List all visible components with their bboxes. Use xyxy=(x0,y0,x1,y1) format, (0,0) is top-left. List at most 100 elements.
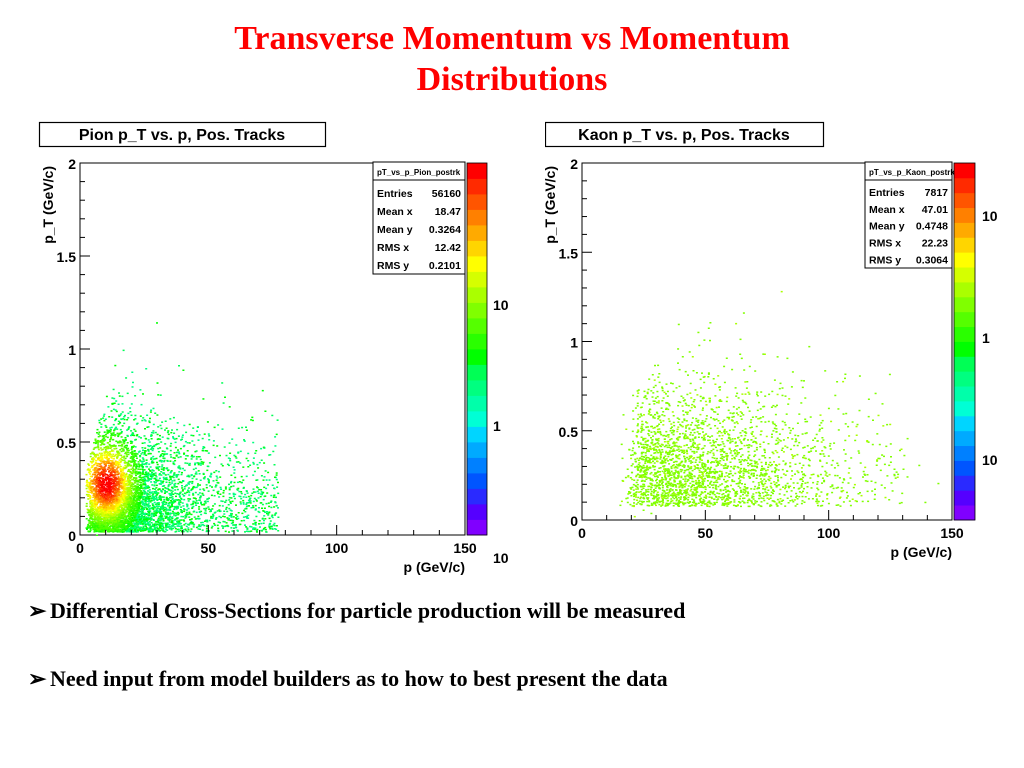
heatmap-cell xyxy=(107,490,110,493)
heatmap-cell xyxy=(167,469,169,472)
heatmap-cell xyxy=(107,454,109,457)
heatmap-cell xyxy=(95,453,97,456)
heatmap-cell xyxy=(128,492,131,494)
heatmap-cell xyxy=(126,449,129,452)
heatmap-cell xyxy=(117,510,120,513)
heatmap-cell xyxy=(90,517,93,520)
heatmap-cell xyxy=(117,403,120,405)
heatmap-cell xyxy=(149,501,152,503)
heatmap-cell xyxy=(109,474,112,476)
heatmap-cell xyxy=(143,514,146,516)
heatmap-cell xyxy=(176,428,179,431)
heatmap-cell xyxy=(156,502,159,504)
heatmap-cell xyxy=(118,459,121,461)
heatmap-cell xyxy=(159,455,162,458)
heatmap-cell xyxy=(186,462,189,465)
heatmap-cell xyxy=(100,449,103,451)
heatmap-cell xyxy=(165,481,168,483)
heatmap-cell xyxy=(111,505,114,507)
heatmap-cell xyxy=(107,513,110,515)
heatmap-cell xyxy=(141,506,144,508)
heatmap-cell xyxy=(254,527,257,529)
heatmap-cell xyxy=(159,508,162,510)
heatmap-cell xyxy=(161,518,164,520)
heatmap-cell xyxy=(143,453,146,455)
heatmap-cell xyxy=(177,505,180,508)
heatmap-cell xyxy=(123,441,126,443)
heatmap-cell xyxy=(142,449,144,451)
heatmap-cell xyxy=(128,525,131,528)
heatmap-cell xyxy=(152,473,155,476)
heatmap-cell xyxy=(93,482,96,484)
heatmap-cell xyxy=(196,462,199,464)
heatmap-cell xyxy=(208,435,211,437)
heatmap-cell xyxy=(126,464,129,466)
heatmap-cell xyxy=(174,446,177,449)
heatmap-cell xyxy=(119,469,122,471)
heatmap-cell xyxy=(143,493,146,495)
heatmap-cell xyxy=(123,518,126,520)
heatmap-cell xyxy=(120,477,123,480)
heatmap-cell xyxy=(109,515,112,518)
heatmap-cell xyxy=(137,514,140,517)
heatmap-cell xyxy=(113,489,116,492)
heatmap-cell xyxy=(99,444,102,446)
heatmap-cell xyxy=(108,483,111,486)
heatmap-cell xyxy=(234,524,237,527)
heatmap-cell xyxy=(93,447,96,449)
heatmap-cell xyxy=(90,488,93,491)
heatmap-cell xyxy=(161,485,164,487)
heatmap-cell xyxy=(212,515,215,518)
heatmap-cell xyxy=(214,524,216,526)
heatmap-cell xyxy=(132,432,135,435)
heatmap-cell xyxy=(143,460,146,462)
heatmap-cell xyxy=(164,506,167,509)
heatmap-cell xyxy=(150,522,153,524)
heatmap-cell xyxy=(134,446,137,448)
heatmap-cell xyxy=(142,513,145,515)
heatmap-cell xyxy=(99,492,102,495)
heatmap-cell xyxy=(110,463,113,466)
heatmap-cell xyxy=(102,502,105,504)
heatmap-cell xyxy=(162,530,165,532)
heatmap-cell xyxy=(237,517,240,520)
heatmap-cell xyxy=(139,474,142,477)
heatmap-cell xyxy=(109,507,112,509)
heatmap-cell xyxy=(232,524,235,526)
heatmap-cell xyxy=(99,521,102,524)
heatmap-cell xyxy=(268,517,271,520)
heatmap-cell xyxy=(106,468,109,471)
heatmap-cell xyxy=(152,493,155,495)
heatmap-cell xyxy=(224,488,227,490)
heatmap-cell xyxy=(104,433,107,436)
heatmap-cell xyxy=(150,507,153,509)
heatmap-cell xyxy=(99,496,102,498)
heatmap-cell xyxy=(171,504,173,506)
heatmap-cell xyxy=(90,480,93,482)
heatmap-cell xyxy=(170,431,173,434)
heatmap-cell xyxy=(252,461,255,464)
heatmap-cell xyxy=(118,490,121,492)
heatmap-cell xyxy=(121,468,124,470)
heatmap-cell xyxy=(110,490,113,492)
heatmap-cell xyxy=(106,429,109,431)
heatmap-cell xyxy=(95,459,98,462)
heatmap-cell xyxy=(99,441,102,443)
heatmap-cell xyxy=(94,463,97,465)
heatmap-cell xyxy=(171,510,174,513)
heatmap-cell xyxy=(127,526,129,529)
heatmap-cell xyxy=(89,460,92,463)
heatmap-cell xyxy=(231,500,234,503)
heatmap-cell xyxy=(129,515,131,518)
heatmap-cell xyxy=(100,460,103,462)
heatmap-cell xyxy=(224,530,227,533)
heatmap-cell xyxy=(224,525,227,528)
heatmap-cell xyxy=(161,515,164,517)
heatmap-cell xyxy=(164,503,166,506)
heatmap-cell xyxy=(147,444,150,447)
heatmap-cell xyxy=(182,530,185,533)
heatmap-cell xyxy=(158,511,161,513)
heatmap-cell xyxy=(99,459,102,462)
heatmap-cell xyxy=(95,469,98,471)
heatmap-cell xyxy=(265,502,268,505)
